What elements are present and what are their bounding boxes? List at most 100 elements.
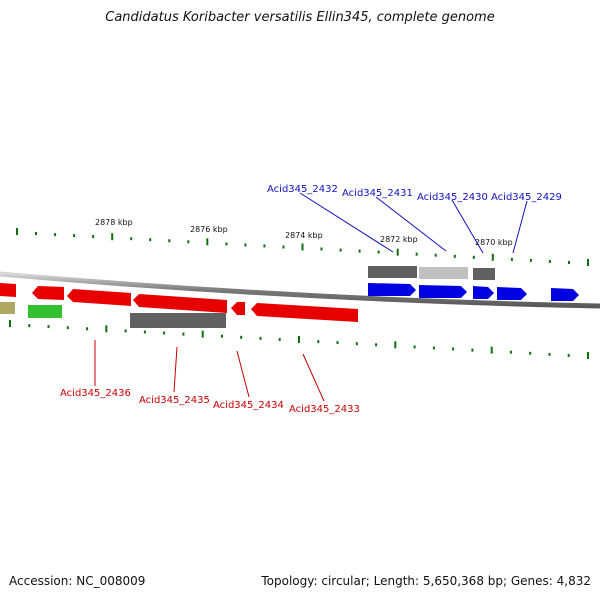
label-acid345-2435[interactable]: Acid345_2435 — [139, 395, 210, 406]
label-acid345-2432[interactable]: Acid345_2432 — [267, 184, 338, 195]
gene-red-1[interactable] — [32, 286, 64, 300]
ruler-tick — [105, 325, 108, 333]
ruler-tick — [358, 249, 361, 253]
ruler-tick — [548, 259, 551, 263]
ruler-tick — [548, 352, 551, 356]
label-acid345-2429[interactable]: Acid345_2429 — [491, 192, 562, 203]
accession-text: Accession: NC_008009 — [9, 574, 146, 588]
bottom-gene-leaders — [94, 340, 325, 402]
ruler-tick — [432, 346, 435, 350]
gene-blue-5[interactable] — [551, 288, 579, 301]
ruler-tick — [259, 336, 262, 340]
ruler-tick — [278, 337, 281, 341]
ruler-tick — [163, 331, 166, 335]
label-acid345-2436[interactable]: Acid345_2436 — [60, 388, 131, 399]
ruler-tick — [587, 352, 589, 359]
ruler-tick — [339, 248, 342, 252]
top-gene-leaders — [299, 192, 528, 254]
grey-genes-top — [368, 266, 495, 280]
ruler-tick — [453, 254, 456, 258]
ruler-tick — [394, 341, 397, 349]
ruler-tick — [182, 332, 185, 336]
ruler-tick — [124, 329, 127, 333]
gene-lightgrey-2431[interactable] — [419, 267, 468, 279]
ruler-tick — [9, 320, 11, 327]
gene-blue-4[interactable] — [497, 287, 527, 300]
ruler-tick — [490, 346, 493, 354]
ruler-tick — [130, 237, 133, 241]
ruler-tick — [434, 253, 437, 257]
ruler-tick — [568, 261, 570, 264]
genome-summary-text: Topology: circular; Length: 5,650,368 bp… — [261, 574, 591, 588]
ruler-tick — [282, 245, 285, 249]
kbp-label-2872: 2872 kbp — [380, 235, 418, 244]
ruler-tick — [529, 258, 532, 262]
ruler-tick — [143, 330, 146, 334]
ruler-tick — [263, 244, 266, 248]
ruler-tick — [587, 259, 589, 266]
gene-red-edge[interactable] — [0, 283, 16, 297]
ruler-tick — [510, 257, 513, 261]
kbp-label-2870: 2870 kbp — [475, 238, 513, 247]
gene-red-4[interactable] — [231, 302, 245, 315]
ruler-tick — [111, 233, 114, 241]
ruler-ticks-bottom — [9, 320, 589, 359]
ruler-tick — [73, 234, 76, 238]
kbp-label-2874: 2874 kbp — [285, 231, 323, 240]
gene-rna[interactable] — [28, 305, 62, 318]
ruler-tick — [509, 350, 512, 354]
gene-blue-3[interactable] — [473, 286, 494, 299]
gene-pseudo[interactable] — [0, 302, 15, 314]
ruler-tick — [35, 232, 37, 235]
ruler-tick — [452, 347, 455, 351]
reverse-genes — [0, 283, 358, 322]
kbp-label-2876: 2876 kbp — [190, 225, 228, 234]
ruler-tick — [472, 255, 475, 259]
ruler-tick — [187, 240, 190, 244]
ruler-tick — [415, 252, 418, 256]
ruler-tick — [28, 324, 31, 328]
ruler-tick — [320, 247, 323, 251]
kbp-label-2878: 2878 kbp — [95, 218, 133, 227]
gene-blue-2[interactable] — [419, 285, 467, 298]
gene-blue-1[interactable] — [368, 283, 416, 296]
forward-genes — [368, 283, 579, 301]
label-acid345-2431[interactable]: Acid345_2431 — [342, 188, 413, 199]
gene-red-5[interactable] — [251, 303, 358, 322]
label-acid345-2434[interactable]: Acid345_2434 — [213, 400, 284, 411]
ruler-tick — [66, 326, 69, 330]
ruler-tick — [355, 342, 358, 346]
ruler-tick — [396, 248, 399, 256]
label-acid345-2433[interactable]: Acid345_2433 — [289, 404, 360, 415]
gene-grey-2432[interactable] — [368, 266, 417, 278]
gene-red-3[interactable] — [133, 294, 227, 313]
gene-grey-2435[interactable] — [130, 313, 226, 328]
ruler-tick — [54, 233, 57, 237]
ruler-tick — [375, 343, 378, 347]
ruler-tick — [201, 330, 204, 338]
ruler-tick — [413, 345, 416, 349]
ruler-tick — [471, 348, 474, 352]
ruler-tick — [92, 235, 95, 239]
ruler-tick — [244, 243, 247, 247]
ruler-tick — [377, 250, 380, 254]
ruler-tick — [225, 242, 228, 246]
ruler-tick — [149, 238, 152, 242]
gene-red-2[interactable] — [67, 289, 131, 306]
ruler-tick — [206, 238, 209, 246]
gene-grey-2430[interactable] — [473, 268, 495, 280]
ruler-tick — [491, 253, 494, 261]
ruler-ticks-top — [16, 228, 589, 266]
ruler-tick — [240, 335, 243, 339]
genome-backbone — [0, 271, 600, 309]
ruler-tick — [301, 243, 304, 251]
label-acid345-2430[interactable]: Acid345_2430 — [417, 192, 488, 203]
ruler-tick — [298, 336, 300, 343]
ruler-tick — [529, 351, 532, 355]
map-title: Candidatus Koribacter versatilis Ellin34… — [105, 10, 495, 25]
ruler-tick — [336, 341, 339, 345]
ruler-tick — [168, 239, 171, 243]
ruler-tick — [47, 325, 50, 329]
ruler-tick — [16, 228, 18, 235]
